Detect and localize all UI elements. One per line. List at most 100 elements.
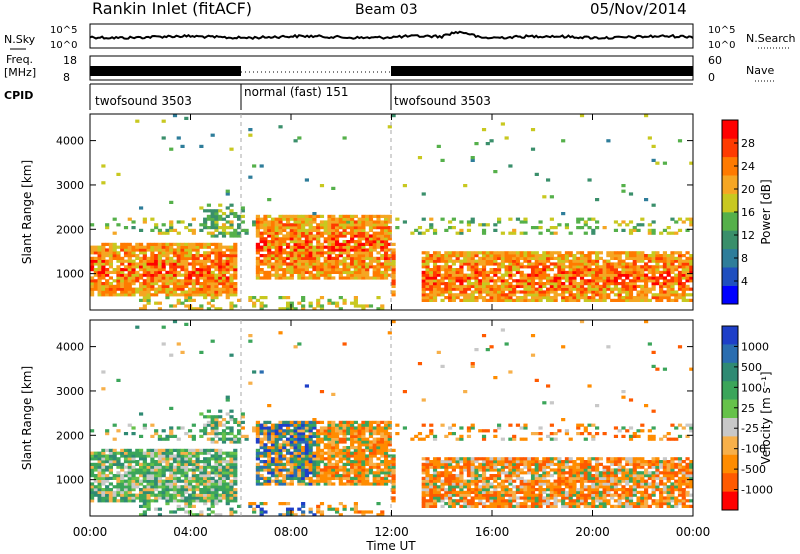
heatmap-cell bbox=[199, 262, 204, 266]
heatmap-cell bbox=[210, 276, 215, 280]
heatmap-cell bbox=[319, 273, 325, 277]
heatmap-cell bbox=[210, 488, 215, 492]
heatmap-cell bbox=[176, 273, 181, 277]
heatmap-cell bbox=[240, 220, 245, 224]
heatmap-cell bbox=[180, 268, 185, 272]
heatmap-cell bbox=[444, 434, 449, 438]
heatmap-cell bbox=[97, 457, 102, 461]
heatmap-cell bbox=[105, 270, 110, 274]
heatmap-cell bbox=[218, 231, 223, 235]
heatmap-cell bbox=[233, 448, 238, 452]
heatmap-cell bbox=[598, 293, 603, 297]
heatmap-cell bbox=[350, 259, 355, 263]
heatmap-cell bbox=[387, 331, 392, 335]
heatmap-cell bbox=[270, 434, 276, 438]
heatmap-cell bbox=[500, 282, 505, 286]
heatmap-cell bbox=[350, 231, 355, 235]
heatmap-cell bbox=[636, 293, 641, 297]
heatmap-cell bbox=[169, 248, 174, 252]
heatmap-cell bbox=[154, 465, 159, 469]
heatmap-cell bbox=[229, 220, 234, 224]
heatmap-cell bbox=[203, 488, 208, 492]
heatmap-cell bbox=[636, 251, 641, 255]
heatmap-cell bbox=[357, 226, 362, 230]
heatmap-cell bbox=[285, 462, 291, 466]
heatmap-cell bbox=[530, 298, 536, 302]
heatmap-cell bbox=[214, 287, 219, 291]
heatmap-cell bbox=[225, 296, 230, 300]
heatmap-cell bbox=[504, 259, 509, 263]
heatmap-cell bbox=[628, 251, 634, 255]
heatmap-cell bbox=[640, 287, 645, 291]
heatmap-cell bbox=[591, 293, 596, 297]
heatmap-cell bbox=[180, 293, 185, 297]
heatmap-cell bbox=[172, 499, 178, 503]
heatmap-cell bbox=[323, 240, 328, 244]
heatmap-cell bbox=[485, 490, 490, 494]
heatmap-cell bbox=[97, 245, 102, 249]
heatmap-cell bbox=[97, 282, 102, 286]
heatmap-cell bbox=[448, 254, 453, 258]
heatmap-cell bbox=[655, 251, 660, 255]
heatmap-cell bbox=[316, 434, 321, 438]
heatmap-cell bbox=[497, 298, 502, 302]
heatmap-cell bbox=[210, 418, 215, 422]
heatmap-cell bbox=[342, 446, 347, 450]
heatmap-cell bbox=[689, 279, 694, 283]
heatmap-cell bbox=[285, 231, 291, 235]
heatmap-cell bbox=[274, 437, 279, 441]
heatmap-cell bbox=[101, 287, 106, 291]
heatmap-cell bbox=[252, 429, 257, 433]
heatmap-cell bbox=[625, 256, 630, 260]
heatmap-cell bbox=[481, 496, 487, 500]
heatmap-cell bbox=[387, 265, 392, 269]
heatmap-cell bbox=[150, 471, 155, 475]
heatmap-cell bbox=[218, 259, 223, 263]
heatmap-cell bbox=[387, 474, 392, 478]
heatmap-cell bbox=[304, 178, 309, 182]
heatmap-cell bbox=[342, 426, 347, 430]
heatmap-cell bbox=[368, 420, 374, 424]
heatmap-cell bbox=[191, 231, 196, 235]
heatmap-cell bbox=[478, 493, 483, 497]
heatmap-cell bbox=[267, 214, 272, 218]
heatmap-cell bbox=[180, 254, 185, 258]
heatmap-cell bbox=[184, 490, 189, 494]
heatmap-cell bbox=[500, 328, 505, 332]
heatmap-cell bbox=[210, 432, 215, 436]
heatmap-cell bbox=[342, 471, 347, 475]
heatmap-cell bbox=[527, 254, 532, 258]
heatmap-cell bbox=[282, 429, 287, 433]
heatmap-cell bbox=[380, 420, 385, 424]
heatmap-cell bbox=[485, 282, 490, 286]
heatmap-cell bbox=[301, 476, 306, 480]
heatmap-cell bbox=[685, 284, 690, 288]
heatmap-cell bbox=[120, 256, 125, 260]
heatmap-cell bbox=[421, 273, 426, 277]
heatmap-cell bbox=[632, 273, 637, 277]
heatmap-cell bbox=[123, 432, 129, 436]
heatmap-cell bbox=[331, 434, 336, 438]
heatmap-cell bbox=[425, 270, 430, 274]
heatmap-cell bbox=[538, 226, 543, 230]
heatmap-cell bbox=[161, 251, 166, 255]
heatmap-cell bbox=[497, 423, 502, 427]
heatmap-cell bbox=[436, 265, 441, 269]
heatmap-cell bbox=[636, 256, 641, 260]
heatmap-cell bbox=[440, 493, 445, 497]
heatmap-cell bbox=[263, 220, 268, 224]
heatmap-cell bbox=[180, 465, 185, 469]
heatmap-cell bbox=[512, 262, 517, 266]
heatmap-cell bbox=[199, 412, 204, 416]
heatmap-cell bbox=[432, 434, 438, 438]
freq-left-tick-top: 18 bbox=[63, 54, 77, 67]
heatmap-cell bbox=[274, 451, 279, 455]
heatmap-cell bbox=[297, 476, 302, 480]
heatmap-cell bbox=[214, 259, 219, 263]
heatmap-cell bbox=[180, 488, 185, 492]
heatmap-cell bbox=[530, 262, 536, 266]
colorbar-tick-label: 12 bbox=[741, 229, 755, 242]
heatmap-cell bbox=[346, 454, 351, 458]
heatmap-cell bbox=[481, 493, 487, 497]
heatmap-cell bbox=[301, 446, 306, 450]
